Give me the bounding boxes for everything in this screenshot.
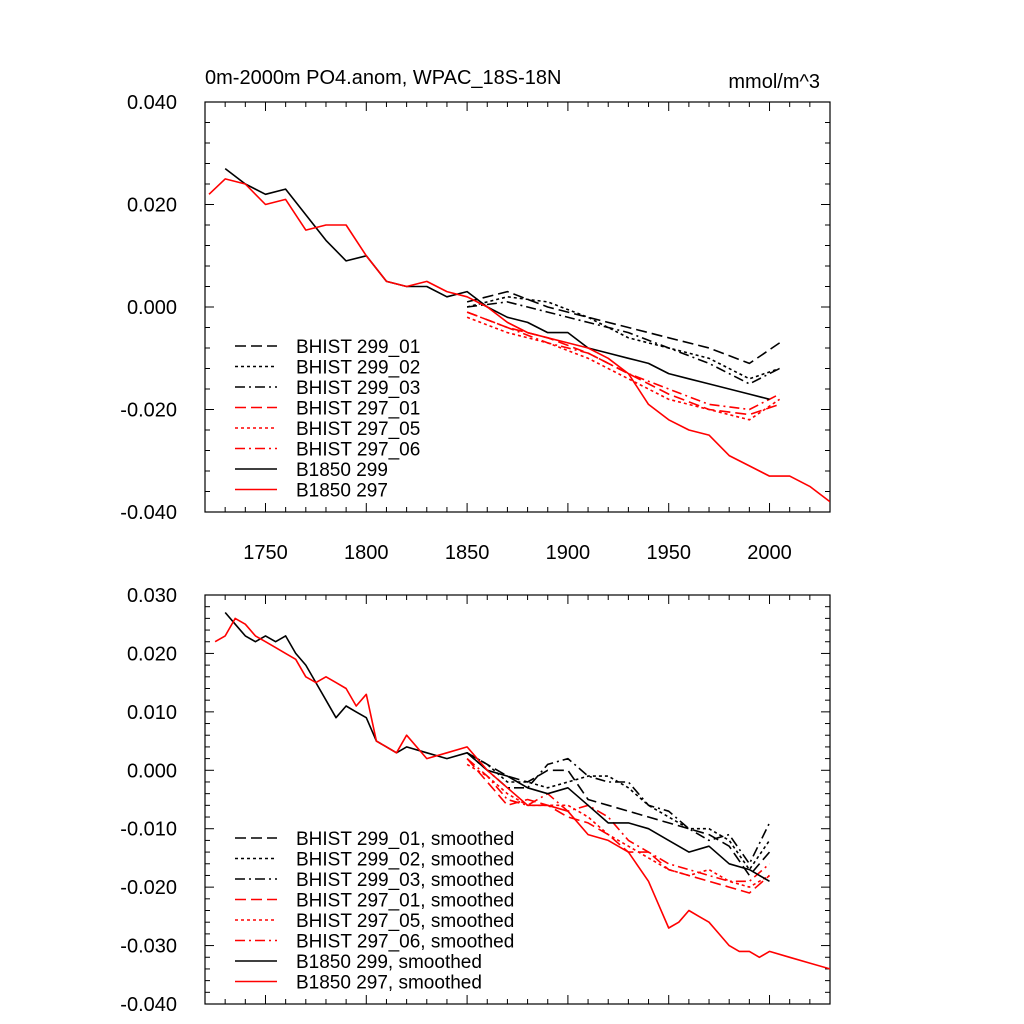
series-line-7: [224, 611, 770, 882]
y-tick-label: 0.030: [127, 585, 177, 607]
legend-label: B1850 299: [296, 460, 388, 481]
series-line-3: [466, 752, 771, 865]
series-line-1: [466, 290, 781, 365]
plot-frame: [204, 594, 831, 1005]
legend-label: B1850 299, smoothed: [296, 952, 482, 973]
series-line-6: [466, 757, 771, 883]
y-tick-label: 0.020: [127, 643, 177, 665]
x-tick-label: 1900: [546, 542, 591, 564]
series-line-1: [466, 752, 771, 877]
series-line-2: [466, 295, 780, 380]
series-group: [214, 611, 830, 970]
legend-label: BHIST 297_01, smoothed: [296, 891, 514, 912]
x-tick-label: 1850: [445, 542, 490, 564]
legend-label: BHIST 299_02: [296, 358, 420, 379]
series-group: [208, 167, 830, 503]
legend-label: BHIST 299_02, smoothed: [296, 850, 514, 871]
y-tick-label: -0.020: [120, 400, 177, 422]
y-tick-label: 0.000: [127, 297, 177, 319]
x-tick-label: 1750: [243, 542, 288, 564]
legend-label: BHIST 299_03: [296, 378, 420, 399]
y-tick-label: 0.040: [127, 92, 177, 114]
y-tick-label: 0.000: [127, 760, 177, 782]
series-line-5: [466, 316, 781, 421]
y-tick-label: -0.030: [120, 936, 177, 958]
legend-label: B1850 297: [296, 481, 388, 502]
bottom-panel-chart: -0.040 -0.030 -0.020 -0.010 0.000 0.010 0.020 0…: [120, 585, 831, 1016]
top-panel-chart: 0m-2000m PO4.anom, WPAC_18S-18N mmol/m^3…: [120, 67, 831, 564]
top-panel-units: mmol/m^3: [728, 71, 820, 93]
legend-label: BHIST 297_06: [296, 440, 420, 461]
series-line-5: [466, 763, 770, 888]
x-tick-label: 2000: [747, 542, 792, 564]
series-line-8: [208, 178, 830, 503]
legend-label: BHIST 297_05, smoothed: [296, 911, 514, 932]
legend-label: BHIST 299_03, smoothed: [296, 870, 514, 891]
y-tick-label: -0.020: [120, 877, 177, 899]
y-tick-label: 0.020: [127, 195, 177, 217]
legend-label: BHIST 297_06, smoothed: [296, 932, 514, 953]
y-tick-label: -0.040: [120, 502, 177, 524]
x-tick-label: 1950: [646, 542, 691, 564]
series-line-6: [466, 311, 780, 411]
legend-label: BHIST 297_01: [296, 399, 420, 420]
legend-label: BHIST 297_05: [296, 419, 420, 440]
series-line-3: [466, 301, 780, 385]
legend-label: BHIST 299_01, smoothed: [296, 829, 514, 850]
y-tick-label: -0.040: [120, 994, 177, 1016]
x-tick-label: 1800: [344, 542, 389, 564]
series-line-8: [214, 617, 830, 970]
series-line-4: [466, 311, 780, 416]
y-tick-label: 0.010: [127, 702, 177, 724]
y-tick-label: -0.010: [120, 819, 177, 841]
legend-label: B1850 297, smoothed: [296, 973, 482, 994]
top-panel-title: 0m-2000m PO4.anom, WPAC_18S-18N: [205, 67, 561, 89]
legend-label: BHIST 299_01: [296, 337, 420, 358]
